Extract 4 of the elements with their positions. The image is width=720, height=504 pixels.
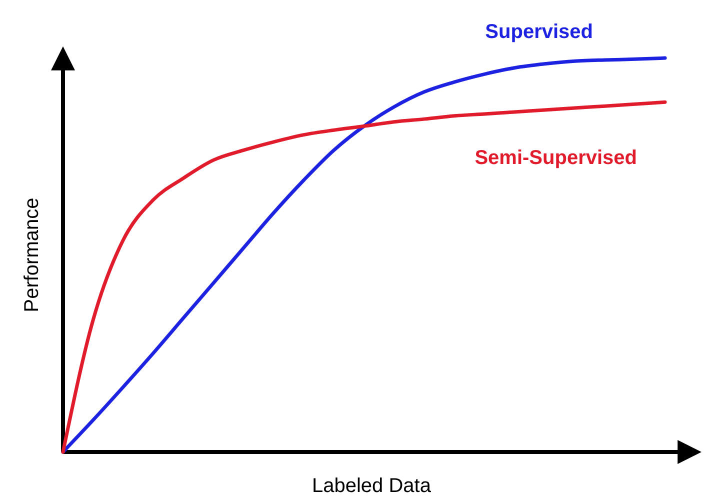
x-axis-title: Labeled Data [312, 475, 432, 497]
series-label: Semi-Supervised [474, 147, 637, 170]
series-label: Supervised [485, 21, 593, 43]
y-axis-title: Performance [21, 198, 43, 312]
